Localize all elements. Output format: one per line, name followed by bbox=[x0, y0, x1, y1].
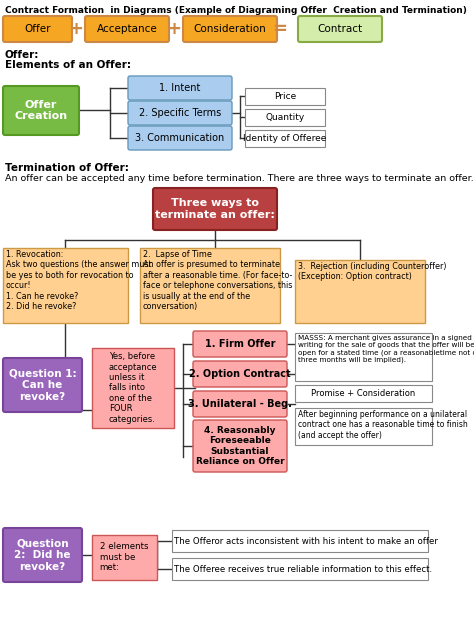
Text: Promise + Consideration: Promise + Consideration bbox=[311, 389, 416, 398]
FancyBboxPatch shape bbox=[85, 16, 169, 42]
Text: After beginning performance on a unilateral
contract one has a reasonable time t: After beginning performance on a unilate… bbox=[298, 410, 468, 440]
Text: +: + bbox=[69, 20, 83, 38]
Text: =: = bbox=[273, 20, 288, 38]
FancyBboxPatch shape bbox=[128, 126, 232, 150]
Text: 3.  Rejection (including Counteroffer)
(Exception: Option contract): 3. Rejection (including Counteroffer) (E… bbox=[298, 262, 447, 282]
Text: 1. Firm Offer: 1. Firm Offer bbox=[205, 339, 275, 349]
FancyBboxPatch shape bbox=[128, 101, 232, 125]
Bar bbox=[245, 88, 325, 105]
Text: 4. Reasonably
Foreseeable
Substantial
Reliance on Offer: 4. Reasonably Foreseeable Substantial Re… bbox=[196, 426, 284, 466]
FancyBboxPatch shape bbox=[193, 361, 287, 387]
Text: 1. Intent: 1. Intent bbox=[159, 83, 201, 93]
Bar bbox=[245, 130, 325, 147]
FancyBboxPatch shape bbox=[298, 16, 382, 42]
Text: 2. Specific Terms: 2. Specific Terms bbox=[139, 108, 221, 118]
Text: Contract Formation  in Diagrams (Example of Diagraming Offer  Creation and Termi: Contract Formation in Diagrams (Example … bbox=[5, 6, 467, 15]
Bar bbox=[92, 535, 157, 580]
Text: Identity of Offeree: Identity of Offeree bbox=[243, 134, 327, 143]
Text: Offer
Creation: Offer Creation bbox=[14, 100, 68, 121]
Text: Price: Price bbox=[274, 92, 296, 101]
Bar bbox=[295, 333, 432, 381]
Text: Elements of an Offer:: Elements of an Offer: bbox=[5, 60, 131, 70]
FancyBboxPatch shape bbox=[128, 76, 232, 100]
Text: Quantity: Quantity bbox=[265, 113, 305, 122]
Text: Consideration: Consideration bbox=[193, 24, 266, 34]
Text: An offer can be accepted any time before termination. There are three ways to te: An offer can be accepted any time before… bbox=[5, 174, 474, 183]
Bar bbox=[245, 109, 325, 126]
Text: MASSS: A merchant gives assurance in a signed
writing for the sale of goods that: MASSS: A merchant gives assurance in a s… bbox=[298, 335, 474, 363]
FancyBboxPatch shape bbox=[3, 528, 82, 582]
FancyBboxPatch shape bbox=[3, 358, 82, 412]
FancyBboxPatch shape bbox=[3, 16, 72, 42]
FancyBboxPatch shape bbox=[193, 391, 287, 417]
FancyBboxPatch shape bbox=[193, 420, 287, 472]
Text: 2 elements
must be
met:: 2 elements must be met: bbox=[100, 542, 148, 572]
Text: Yes, before
acceptance
unless it
falls into
one of the
FOUR
categories.: Yes, before acceptance unless it falls i… bbox=[109, 352, 157, 424]
Text: Question 1:
Can he
revoke?: Question 1: Can he revoke? bbox=[9, 368, 76, 401]
Bar bbox=[3, 248, 128, 323]
Bar bbox=[295, 408, 432, 445]
Bar bbox=[172, 558, 428, 580]
Bar bbox=[140, 248, 280, 323]
Text: +: + bbox=[166, 20, 182, 38]
FancyBboxPatch shape bbox=[3, 86, 79, 135]
Text: 2. Option Contract: 2. Option Contract bbox=[189, 369, 291, 379]
Bar bbox=[172, 530, 428, 552]
Text: The Offeree receives true reliable information to this effect.: The Offeree receives true reliable infor… bbox=[174, 564, 432, 573]
Text: Offer: Offer bbox=[24, 24, 51, 34]
FancyBboxPatch shape bbox=[193, 331, 287, 357]
Text: Acceptance: Acceptance bbox=[97, 24, 157, 34]
Text: 1. Revocation:
Ask two questions (the answer must
be yes to both for revocation : 1. Revocation: Ask two questions (the an… bbox=[6, 250, 152, 311]
Text: Termination of Offer:: Termination of Offer: bbox=[5, 163, 129, 173]
Text: Contract: Contract bbox=[318, 24, 363, 34]
Text: 2.  Lapse of Time
An offer is presumed to terminate
after a reasonable time. (Fo: 2. Lapse of Time An offer is presumed to… bbox=[143, 250, 292, 311]
Bar bbox=[295, 260, 425, 323]
Text: Three ways to
terminate an offer:: Three ways to terminate an offer: bbox=[155, 198, 275, 220]
Text: Question
2:  Did he
revoke?: Question 2: Did he revoke? bbox=[14, 538, 71, 571]
Bar bbox=[295, 385, 432, 402]
Text: Offer:: Offer: bbox=[5, 50, 39, 60]
FancyBboxPatch shape bbox=[153, 188, 277, 230]
Bar bbox=[92, 348, 174, 428]
Text: 3. Communication: 3. Communication bbox=[136, 133, 225, 143]
Text: The Offeror acts inconsistent with his intent to make an offer: The Offeror acts inconsistent with his i… bbox=[174, 536, 438, 545]
Text: 3. Unilateral - Beg.: 3. Unilateral - Beg. bbox=[188, 399, 292, 409]
FancyBboxPatch shape bbox=[183, 16, 277, 42]
